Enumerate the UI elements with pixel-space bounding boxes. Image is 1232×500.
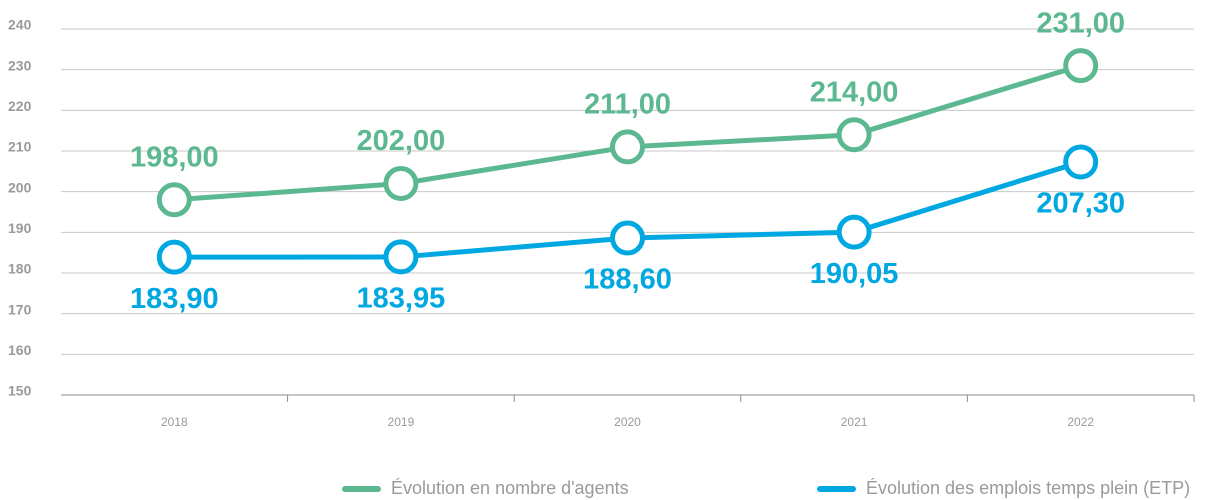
marker [836, 117, 872, 153]
data-label: 198,00 [130, 141, 219, 173]
y-tick-label: 180 [8, 261, 32, 277]
y-tick-label: 220 [8, 98, 32, 114]
y-tick-label: 170 [8, 301, 32, 317]
data-label: 231,00 [1036, 7, 1125, 39]
legend-label: Évolution des emplois temps plein (ETP) [866, 478, 1190, 498]
data-label: 207,30 [1036, 188, 1125, 220]
y-tick-label: 190 [8, 220, 32, 236]
y-tick-label: 230 [8, 57, 32, 73]
marker [156, 182, 192, 218]
y-tick-label: 240 [8, 17, 32, 33]
marker [836, 214, 872, 250]
x-tick-label: 2018 [161, 415, 188, 429]
marker [610, 220, 645, 256]
y-tick-label: 150 [8, 383, 32, 399]
marker [1063, 48, 1099, 84]
marker [610, 129, 645, 165]
data-label: 183,90 [130, 283, 219, 315]
data-label: 188,60 [583, 264, 672, 296]
y-tick-label: 160 [8, 342, 32, 358]
data-label: 214,00 [810, 76, 899, 108]
data-label: 202,00 [357, 125, 446, 157]
legend-label: Évolution en nombre d'agents [391, 478, 629, 498]
marker [1063, 144, 1099, 180]
marker [383, 166, 419, 202]
data-label: 183,95 [357, 283, 446, 315]
data-label: 190,05 [810, 258, 899, 290]
marker [383, 239, 419, 275]
x-tick-label: 2020 [614, 415, 641, 429]
marker [156, 239, 192, 275]
y-tick-label: 210 [8, 139, 32, 155]
y-tick-label: 200 [8, 179, 32, 195]
x-tick-label: 2022 [1067, 415, 1094, 429]
x-tick-label: 2019 [388, 415, 415, 429]
data-label: 211,00 [584, 89, 671, 121]
x-tick-label: 2021 [841, 415, 868, 429]
